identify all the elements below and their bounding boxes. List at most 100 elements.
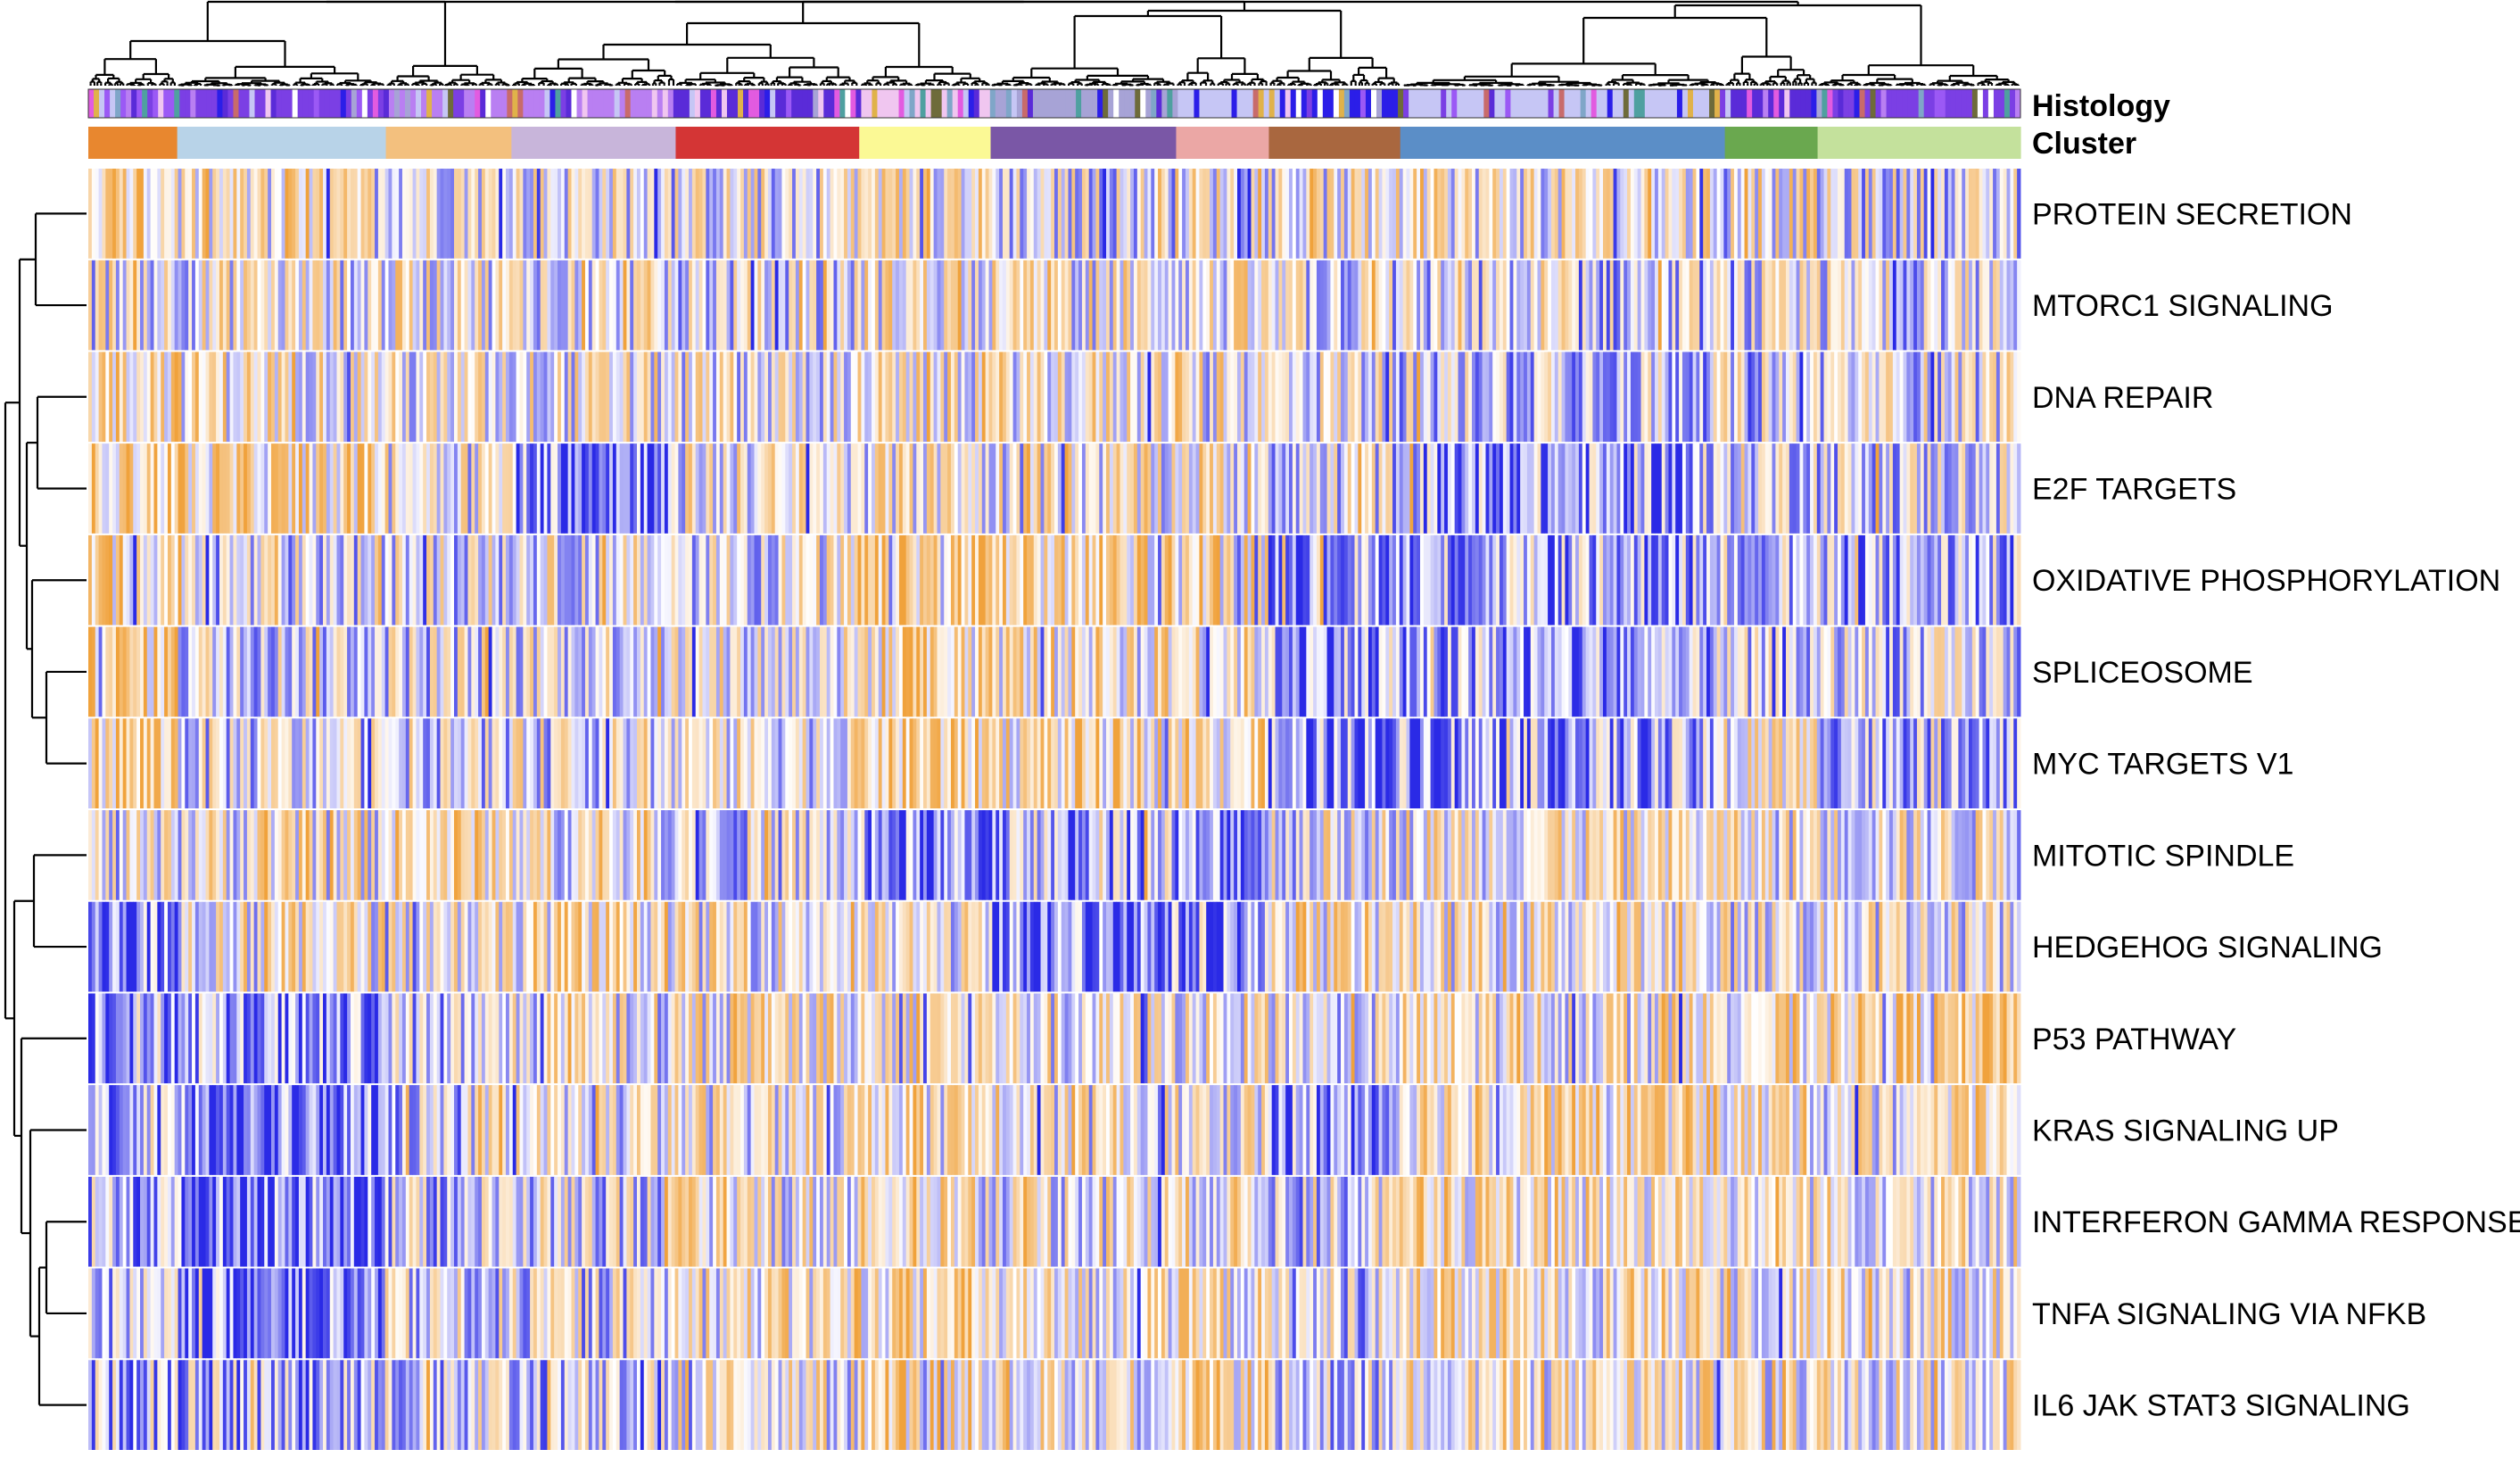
heatmap-cell <box>698 260 703 351</box>
heatmap-cell <box>260 443 265 534</box>
heatmap-cell <box>1299 443 1303 534</box>
heatmap-cell <box>1323 260 1328 351</box>
heatmap-cell <box>1306 260 1310 351</box>
heatmap-cell <box>1029 260 1035 351</box>
heatmap-cell <box>316 352 320 443</box>
heatmap-cell <box>1371 352 1376 443</box>
heatmap-cell <box>1051 169 1055 259</box>
heatmap-cell <box>399 169 403 259</box>
heatmap-cell <box>219 534 224 625</box>
heatmap-cell <box>1130 443 1135 534</box>
heatmap-cell <box>1751 169 1756 259</box>
heatmap-cell <box>409 443 414 534</box>
heatmap-cell <box>957 443 963 534</box>
heatmap-cell <box>833 260 838 351</box>
heatmap-cell <box>1733 352 1739 443</box>
heatmap-cell <box>1251 352 1255 443</box>
histology-cell <box>163 89 169 118</box>
heatmap-cell <box>233 352 237 443</box>
heatmap-cell <box>743 443 748 534</box>
heatmap-cell <box>1871 352 1876 443</box>
heatmap-cell <box>1489 443 1493 534</box>
histology-cell <box>1247 89 1254 118</box>
heatmap-cell <box>626 534 631 625</box>
histology-cell <box>1274 89 1281 118</box>
heatmap-cell <box>519 534 524 625</box>
heatmap-cell <box>630 169 634 259</box>
histology-cell <box>888 89 894 118</box>
heatmap-cell <box>133 443 137 534</box>
heatmap-cell <box>1971 260 1977 351</box>
heatmap-cell <box>1923 260 1929 351</box>
heatmap-cell <box>747 260 752 351</box>
heatmap-cell <box>567 169 572 259</box>
heatmap-cell <box>268 443 272 534</box>
histology-cell <box>480 89 486 118</box>
heatmap-cell <box>1813 260 1818 351</box>
heatmap-cell <box>626 260 631 351</box>
heatmap-cell <box>1840 443 1846 534</box>
heatmap-cell <box>316 534 320 625</box>
heatmap-cell <box>253 443 258 534</box>
heatmap-cell <box>1095 443 1100 534</box>
heatmap-cell <box>1054 169 1059 259</box>
heatmap-cell <box>713 443 717 534</box>
heatmap-cell <box>754 443 758 534</box>
heatmap-cell <box>678 443 682 534</box>
heatmap-cell <box>433 352 438 443</box>
heatmap-cell <box>481 169 486 259</box>
heatmap-cell <box>1751 260 1756 351</box>
heatmap-cell <box>312 352 317 443</box>
histology-cell <box>1462 89 1468 118</box>
heatmap-cell <box>1002 352 1007 443</box>
heatmap-cell <box>1282 352 1286 443</box>
heatmap-cell <box>412 169 417 259</box>
heatmap-cell <box>181 352 186 443</box>
heatmap-cell <box>305 260 310 351</box>
heatmap-cell <box>1565 443 1569 534</box>
histology-cell <box>1076 89 1082 118</box>
heatmap-cell <box>1938 443 1942 534</box>
heatmap-cell <box>1099 169 1103 259</box>
heatmap-cell <box>353 260 359 351</box>
histology-border <box>87 88 2021 119</box>
heatmap-cell <box>401 352 407 443</box>
heatmap-cell <box>809 169 814 259</box>
heatmap-cell <box>1830 260 1835 351</box>
heatmap-cell <box>153 352 158 443</box>
heatmap-cell <box>698 352 703 443</box>
heatmap-cell <box>2006 443 2011 534</box>
heatmap-cell <box>1599 260 1604 351</box>
heatmap-cell <box>767 443 773 534</box>
heatmap-cell <box>1316 260 1321 351</box>
heatmap-cell <box>892 443 896 534</box>
heatmap-cell <box>916 352 921 443</box>
histology-cell <box>2009 89 2016 118</box>
heatmap-cell <box>1806 169 1811 259</box>
heatmap-cell <box>1806 443 1811 534</box>
heatmap-cell <box>457 534 462 625</box>
heatmap-cell <box>471 169 475 259</box>
heatmap-cell <box>1975 352 1980 443</box>
histology-cell <box>1516 89 1522 118</box>
heatmap-cell <box>1282 169 1286 259</box>
heatmap-cell <box>757 443 762 534</box>
histology-cell <box>1097 89 1103 118</box>
heatmap-cell <box>1975 443 1980 534</box>
heatmap-cell <box>357 352 362 443</box>
heatmap-cell <box>754 352 758 443</box>
heatmap-cell <box>737 352 741 443</box>
heatmap-cell <box>1782 352 1787 443</box>
heatmap-cell <box>1292 352 1297 443</box>
heatmap-cell <box>1916 169 1921 259</box>
heatmap-cell <box>933 260 938 351</box>
heatmap-cell <box>1158 260 1162 351</box>
heatmap-cell <box>202 260 206 351</box>
heatmap-cell <box>1999 352 2004 443</box>
heatmap-cell <box>1640 443 1645 534</box>
heatmap-cell <box>126 443 130 534</box>
heatmap-cell <box>861 260 865 351</box>
heatmap-cell <box>778 443 782 534</box>
histology-cell <box>1612 89 1619 118</box>
